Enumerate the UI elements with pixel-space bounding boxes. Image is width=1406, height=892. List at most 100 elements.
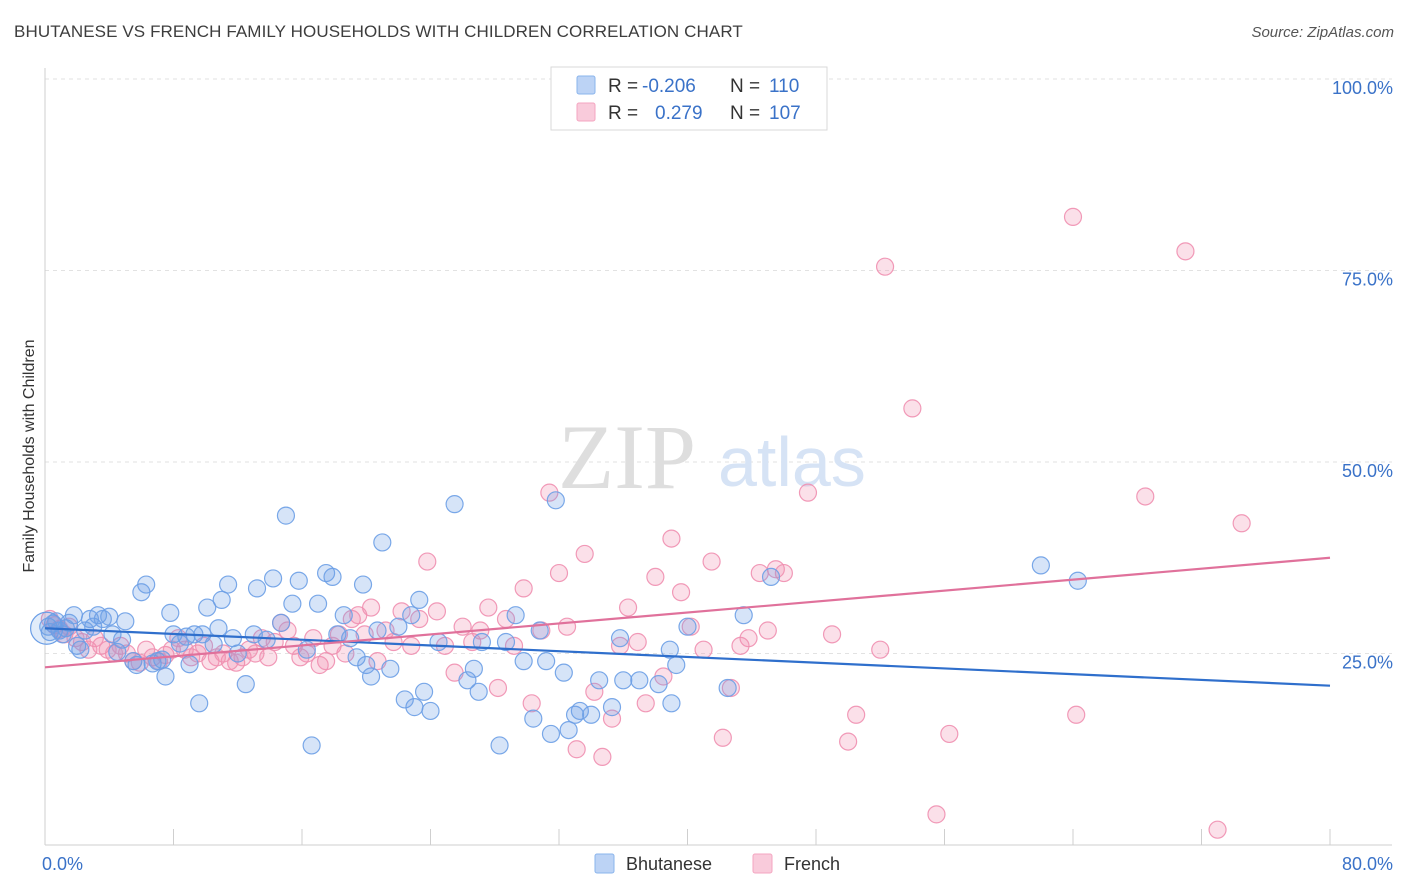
trend-lines (44, 556, 1331, 687)
french-point (418, 552, 437, 571)
y-axis-label: Family Households with Children (21, 340, 38, 573)
bhutanese-point (541, 724, 561, 744)
french-point (927, 805, 946, 824)
french-point (1136, 487, 1155, 506)
bhutanese-point (308, 594, 328, 613)
bhutanese-point (112, 630, 132, 649)
bhutanese-point (373, 533, 392, 552)
bhutanese-point (458, 671, 477, 690)
bhutanese-point (570, 701, 589, 721)
bhutanese-point (402, 606, 421, 625)
bhutanese-point (472, 632, 491, 652)
bhutanese-point (649, 675, 668, 694)
french-legend-swatch (576, 102, 596, 122)
axes (44, 68, 1392, 846)
french-point (304, 629, 323, 648)
french-legend-label: French (784, 854, 840, 874)
bhutanese-point (602, 698, 622, 717)
french-point (903, 399, 922, 418)
bhutanese-point (357, 655, 376, 675)
french-point (839, 732, 858, 751)
french-point (713, 728, 732, 747)
y-tick-label-1: 50.0% (1342, 461, 1393, 481)
stats-legend: R = -0.206 N = 110 R = 0.279 N = 107 (550, 66, 828, 131)
y-tick-labels: 25.0% 50.0% 75.0% 100.0% (1332, 78, 1393, 673)
bhutanese-point (469, 682, 488, 701)
french-point (758, 621, 777, 640)
bhutanese-swatch (594, 853, 615, 874)
bhutanese-point (228, 644, 247, 663)
french-point (1208, 820, 1227, 839)
bhutanese-point (100, 607, 119, 626)
french-point (822, 625, 842, 644)
bhutanese-point (490, 736, 509, 755)
french-point (1176, 242, 1195, 261)
chart-title: BHUTANESE VS FRENCH FAMILY HOUSEHOLDS WI… (14, 22, 743, 41)
stats-legend-box (550, 66, 828, 131)
bhutanese-point (464, 659, 483, 678)
french-trend-line (44, 556, 1331, 669)
bhutanese-point (421, 701, 440, 721)
bhutanese-point (514, 652, 533, 671)
bhutanese-point (341, 629, 360, 648)
french-point (575, 544, 594, 564)
french-point (514, 579, 533, 598)
bhutanese-point (361, 667, 381, 686)
grid-lines (45, 78, 1392, 654)
bhutanese-point (283, 594, 302, 613)
french-point (361, 598, 381, 617)
bhutanese-point (546, 491, 565, 510)
bhutanese-point (353, 575, 373, 594)
bhutanese-point (395, 690, 414, 709)
watermark-atlas: atlas (718, 423, 866, 501)
y-tick-label-2: 75.0% (1342, 270, 1393, 290)
watermark-zip: ZIP (558, 406, 696, 508)
x-tick-label-1: 80.0% (1342, 854, 1393, 874)
french-point (940, 724, 959, 744)
french-point (316, 652, 336, 671)
bhutanese-point (204, 635, 223, 654)
bhutanese-point (554, 663, 573, 682)
bhutanese-r-label: R = (608, 76, 643, 97)
bhutanese-point (667, 655, 686, 675)
bhutanese-point (630, 671, 649, 690)
bhutanese-point (445, 495, 464, 514)
bhutanese-point (272, 613, 291, 632)
french-point (1063, 207, 1083, 226)
bhutanese-point (590, 671, 609, 690)
bhutanese-point (537, 652, 556, 671)
french-point (1232, 514, 1251, 533)
bhutanese-r-value: -0.206 (642, 76, 696, 97)
bhutanese-point (116, 612, 135, 631)
bhutanese-point (678, 617, 697, 636)
bhutanese-points (30, 491, 1087, 755)
french-point (392, 602, 411, 621)
x-tick-label-0: 0.0% (42, 854, 83, 874)
bhutanese-point (410, 590, 429, 609)
bhutanese-point (190, 694, 209, 713)
bhutanese-point (389, 617, 408, 636)
french-point (549, 563, 569, 583)
french-point (702, 552, 721, 571)
french-points (40, 207, 1251, 839)
french-point (585, 682, 604, 701)
french-point (567, 740, 586, 759)
bhutanese-point (257, 630, 276, 649)
french-point (671, 583, 691, 602)
bhutanese-point (334, 606, 353, 625)
french-point (847, 705, 866, 724)
bhutanese-point (247, 579, 267, 598)
watermark: ZIP atlas (558, 406, 866, 508)
bhutanese-point (582, 705, 601, 724)
bhutanese-point (347, 648, 366, 667)
x-tick-labels: 0.0% 80.0% (42, 854, 1393, 874)
french-r-value: 0.279 (655, 103, 703, 124)
bhutanese-trend-line (44, 627, 1331, 687)
bhutanese-point (524, 709, 543, 728)
bhutanese-point (614, 671, 633, 690)
y-tick-label-0: 25.0% (1342, 653, 1393, 673)
bhutanese-point (662, 694, 681, 713)
french-r-label: R = (608, 103, 643, 124)
bhutanese-point (223, 629, 243, 648)
